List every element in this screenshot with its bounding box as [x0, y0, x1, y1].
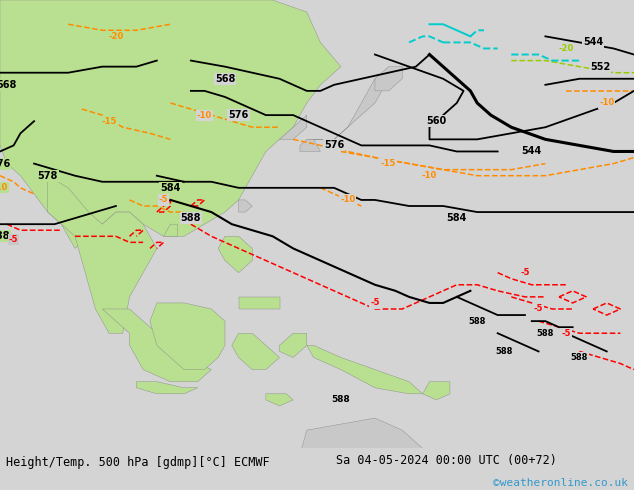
Text: -10: -10	[0, 183, 8, 192]
Polygon shape	[280, 333, 307, 358]
Text: -10: -10	[197, 111, 212, 120]
Text: -5: -5	[520, 268, 529, 277]
Text: -15: -15	[101, 117, 117, 125]
Text: 544: 544	[583, 37, 603, 48]
Text: 552: 552	[590, 62, 610, 72]
Text: 588: 588	[496, 347, 513, 356]
Text: -20: -20	[558, 44, 573, 53]
Polygon shape	[307, 345, 423, 394]
Text: 576: 576	[324, 141, 344, 150]
Text: 588: 588	[181, 213, 201, 223]
Text: -5: -5	[561, 329, 571, 338]
Polygon shape	[0, 0, 341, 248]
Polygon shape	[375, 67, 402, 91]
Text: 584: 584	[160, 183, 181, 193]
Text: 576: 576	[228, 110, 249, 120]
Text: 588: 588	[469, 317, 486, 326]
Text: Sa 04-05-2024 00:00 UTC (00+72): Sa 04-05-2024 00:00 UTC (00+72)	[336, 454, 557, 466]
Polygon shape	[218, 236, 252, 272]
Polygon shape	[102, 309, 211, 382]
Text: 578: 578	[37, 171, 58, 181]
Text: -10: -10	[599, 98, 614, 107]
Polygon shape	[266, 394, 293, 406]
Polygon shape	[48, 176, 157, 333]
Text: 584: 584	[446, 213, 467, 223]
Text: 588: 588	[332, 395, 350, 404]
Text: -5: -5	[370, 298, 380, 307]
Polygon shape	[136, 382, 198, 394]
Text: 588: 588	[0, 231, 10, 241]
Text: -20: -20	[108, 32, 124, 41]
Text: -5: -5	[534, 304, 543, 314]
Text: -10: -10	[340, 196, 355, 204]
Text: 568: 568	[215, 74, 235, 84]
Polygon shape	[300, 418, 429, 490]
Polygon shape	[238, 297, 280, 309]
Polygon shape	[238, 200, 252, 212]
Text: 544: 544	[522, 147, 542, 156]
Text: -5: -5	[159, 196, 169, 204]
Text: 576: 576	[0, 159, 10, 169]
Polygon shape	[232, 333, 280, 369]
Text: -15: -15	[381, 159, 396, 168]
Text: 568: 568	[0, 80, 17, 90]
Polygon shape	[423, 382, 450, 400]
Polygon shape	[150, 303, 225, 369]
Text: 560: 560	[426, 116, 446, 126]
Text: -10: -10	[422, 171, 437, 180]
Polygon shape	[300, 139, 320, 151]
Polygon shape	[164, 224, 178, 236]
Text: ©weatheronline.co.uk: ©weatheronline.co.uk	[493, 477, 628, 488]
Text: -5: -5	[9, 235, 18, 244]
Text: Height/Temp. 500 hPa [gdmp][°C] ECMWF: Height/Temp. 500 hPa [gdmp][°C] ECMWF	[6, 456, 270, 469]
Text: 588: 588	[571, 353, 588, 362]
Polygon shape	[280, 115, 307, 139]
Polygon shape	[307, 79, 382, 139]
Text: 588: 588	[537, 329, 554, 338]
